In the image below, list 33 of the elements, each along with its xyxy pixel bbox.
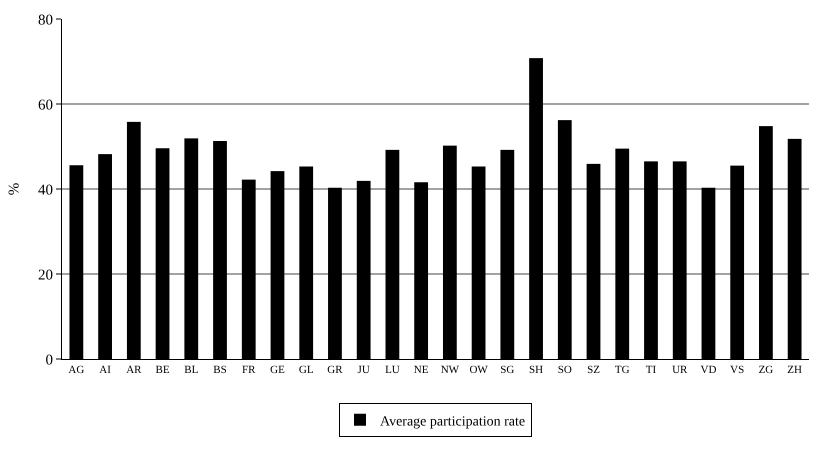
x-tick-label: LU <box>385 364 400 376</box>
y-tick-label: 20 <box>38 267 53 284</box>
x-tick-label: BS <box>213 364 227 376</box>
x-tick-label: UR <box>672 364 688 376</box>
x-tick-label: AI <box>99 364 112 376</box>
x-tick-label: BL <box>184 364 199 376</box>
x-tick-label: GR <box>327 364 344 376</box>
x-tick-label: GE <box>270 364 286 376</box>
legend-label: Average participation rate <box>380 414 526 430</box>
x-tick-label: ZG <box>758 364 774 376</box>
x-tick-label: GL <box>298 364 314 376</box>
x-tick-label: ZH <box>787 364 802 376</box>
x-tick-label: FR <box>242 364 256 376</box>
x-tick-label: OW <box>469 364 488 376</box>
y-tick-label: 40 <box>38 182 53 198</box>
x-tick-label: AG <box>68 364 84 376</box>
x-tick-label: SG <box>500 364 514 376</box>
x-tick-label: JU <box>358 364 370 376</box>
y-tick-label: 80 <box>38 12 53 28</box>
x-tick-label: AR <box>126 364 142 376</box>
x-tick-label: SO <box>558 364 572 376</box>
x-tick-label: TI <box>646 364 657 376</box>
y-tick-label: 60 <box>38 97 53 114</box>
x-tick-label: NW <box>440 364 460 376</box>
x-tick-label: VS <box>730 364 744 376</box>
x-tick-label: TG <box>614 364 630 376</box>
y-axis-title: % <box>6 182 22 196</box>
x-tick-label: BE <box>156 364 170 376</box>
x-tick-label: VD <box>700 364 716 376</box>
y-tick-label: 0 <box>46 352 53 368</box>
x-tick-label: NE <box>414 364 429 376</box>
x-tick-label: SZ <box>587 364 600 376</box>
x-tick-label: SH <box>529 364 544 376</box>
